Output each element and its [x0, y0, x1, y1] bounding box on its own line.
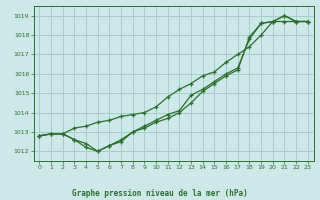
- Text: Graphe pression niveau de la mer (hPa): Graphe pression niveau de la mer (hPa): [72, 189, 248, 198]
